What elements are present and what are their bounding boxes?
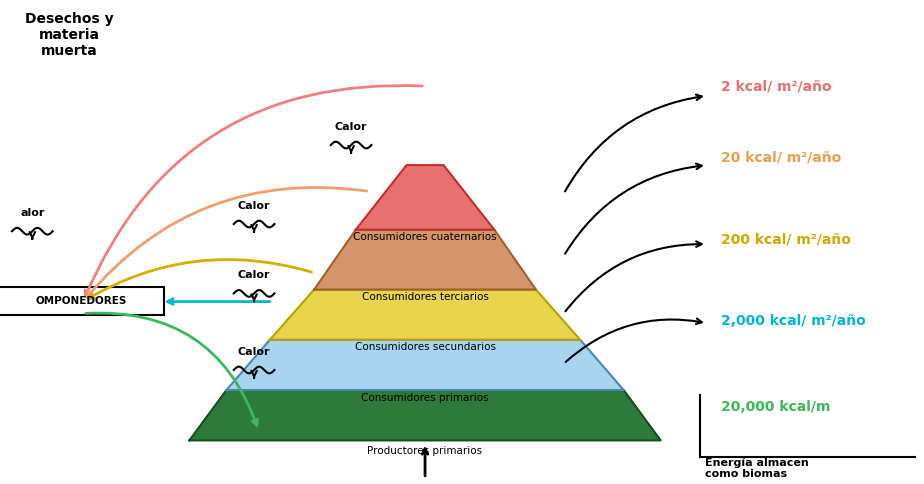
Text: alor: alor	[20, 208, 44, 218]
Text: Desechos y
materia
muerta: Desechos y materia muerta	[25, 12, 114, 59]
Text: 2,000 kcal/ m²/año: 2,000 kcal/ m²/año	[721, 314, 866, 328]
Text: Consumidores terciarios: Consumidores terciarios	[361, 292, 489, 302]
Polygon shape	[314, 230, 536, 289]
Polygon shape	[270, 289, 580, 340]
Text: Consumidores cuaternarios: Consumidores cuaternarios	[353, 232, 497, 242]
Text: Energía almacen
como biomas: Energía almacen como biomas	[705, 457, 808, 479]
Text: Calor: Calor	[237, 270, 271, 280]
Text: OMPONEDORES: OMPONEDORES	[35, 296, 127, 306]
FancyBboxPatch shape	[0, 287, 164, 315]
Text: 20 kcal/ m²/año: 20 kcal/ m²/año	[721, 151, 841, 165]
Text: 200 kcal/ m²/año: 200 kcal/ m²/año	[721, 232, 851, 246]
Text: 2 kcal/ m²/año: 2 kcal/ m²/año	[721, 79, 832, 93]
Text: Calor: Calor	[334, 122, 368, 132]
Text: Productores primarios: Productores primarios	[368, 446, 482, 456]
Text: Consumidores secundarios: Consumidores secundarios	[355, 342, 495, 352]
Text: Consumidores primarios: Consumidores primarios	[361, 393, 489, 403]
Text: Calor: Calor	[237, 347, 271, 357]
Text: 20,000 kcal/m: 20,000 kcal/m	[721, 400, 830, 414]
Polygon shape	[356, 165, 494, 230]
Text: Calor: Calor	[237, 201, 271, 211]
Polygon shape	[226, 340, 624, 390]
Polygon shape	[189, 390, 661, 440]
